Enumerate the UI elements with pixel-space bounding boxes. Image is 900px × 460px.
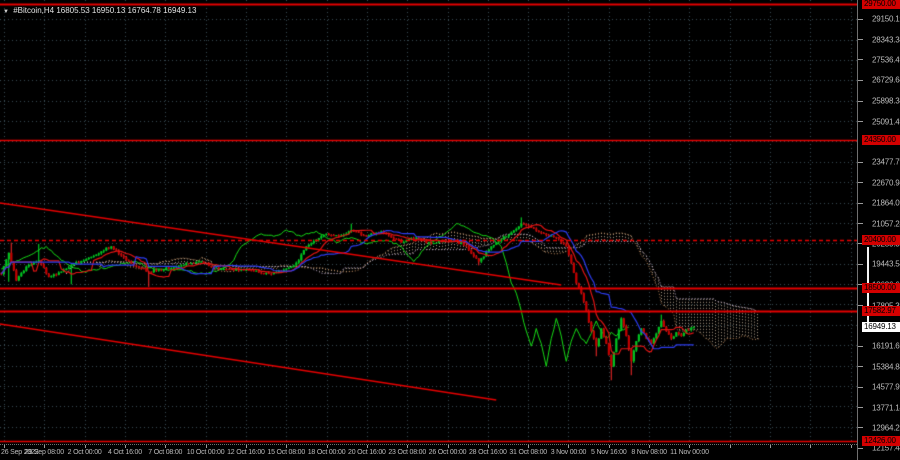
time-axis-tick — [84, 445, 86, 448]
time-axis-tick — [689, 445, 691, 448]
time-axis-tick — [4, 445, 5, 448]
time-axis-label: 15 Oct 08:00 — [267, 449, 306, 456]
price-axis-tick — [858, 366, 863, 368]
time-axis-label: 20 Oct 16:00 — [348, 449, 386, 456]
time-axis-tick — [850, 445, 852, 448]
price-axis-tick — [858, 79, 863, 81]
price-axis-tick — [858, 161, 863, 163]
price-axis-label: 28343.34 — [872, 35, 900, 45]
time-axis-tick — [286, 445, 288, 448]
time-axis-label: 4 Oct 16:00 — [107, 449, 142, 456]
price-axis-tick — [858, 407, 863, 408]
time-axis-tick — [810, 445, 812, 448]
chart-title: ▼ #Bitcoin,H4 16805.53 16950.13 16764.78… — [3, 6, 196, 15]
price-axis-tick — [858, 121, 863, 123]
time-axis-tick — [326, 445, 328, 448]
time-axis-tick — [568, 445, 570, 448]
price-axis-label: 27536.49 — [872, 55, 900, 65]
time-axis-label: 5 Nov 16:00 — [591, 449, 627, 456]
price-axis-tick — [858, 39, 863, 41]
time-axis-tick — [165, 445, 167, 448]
price-axis-tick — [858, 182, 863, 184]
price-axis-label: 22670.94 — [872, 178, 900, 188]
time-axis-label: 12 Oct 16:00 — [227, 449, 265, 456]
time-axis-tick — [487, 445, 489, 448]
time-axis-label: 31 Oct 08:00 — [509, 449, 547, 456]
price-axis-label: 19443.54 — [872, 259, 900, 269]
chart-title-text: #Bitcoin,H4 16805.53 16950.13 16764.78 1… — [13, 6, 197, 15]
price-chart-canvas[interactable] — [0, 0, 857, 444]
price-axis-tick — [858, 284, 863, 286]
price-axis-tick — [858, 263, 863, 265]
symbol-marker-icon: ▼ — [3, 9, 9, 15]
time-axis-label: 11 Nov 00:00 — [670, 449, 709, 456]
time-axis-label: 18 Oct 00:00 — [307, 449, 346, 456]
price-axis-label: 23477.79 — [872, 157, 900, 167]
time-axis-label: 23 Oct 08:00 — [388, 449, 427, 456]
time-axis-tick — [44, 445, 46, 448]
time-axis-tick — [124, 445, 126, 448]
price-axis-label: 21057.24 — [872, 219, 900, 228]
price-axis-tick — [858, 202, 863, 204]
price-axis[interactable]: 29150.19 28343.34 27536.49 26729.64 25898.34… — [857, 0, 900, 460]
price-level-badge: 24350.00 — [862, 135, 900, 146]
price-axis-tick — [858, 447, 863, 449]
price-axis-label: 29150.19 — [872, 14, 900, 24]
price-axis-tick — [858, 427, 863, 429]
time-axis-label: 10 Oct 00:00 — [186, 449, 225, 456]
time-axis-label: 29 Sep 08:00 — [24, 449, 64, 456]
price-level-badge: 18500.00 — [862, 283, 900, 294]
time-axis-label: 8 Nov 08:00 — [631, 449, 667, 456]
price-axis-label: 17805.39 — [872, 301, 900, 310]
time-axis-label: 2 Oct 00:00 — [67, 449, 102, 456]
price-axis-label: 25091.49 — [872, 117, 900, 127]
time-axis-tick — [528, 445, 530, 448]
price-level-badge: 17582.97 — [862, 306, 900, 317]
price-axis-label: 16191.69 — [872, 341, 900, 351]
price-axis-tick — [858, 386, 863, 388]
price-axis-tick — [858, 100, 863, 102]
time-axis-tick — [407, 445, 409, 448]
price-level-badge: 29750.00 — [862, 0, 900, 9]
price-axis-tick — [858, 18, 863, 20]
time-axis[interactable]: 26 Sep 2022 29 Sep 08:00 2 Oct 00:00 4 Oct … — [0, 444, 857, 460]
price-axis-label: 13771.14 — [872, 403, 900, 412]
time-axis-label: 28 Oct 16:00 — [468, 449, 507, 456]
price-axis-label: 15384.84 — [872, 362, 900, 372]
price-axis-label: 25898.34 — [872, 96, 900, 106]
price-axis-tick — [858, 345, 863, 347]
price-axis-label: 12964.29 — [872, 423, 900, 433]
time-axis-label: 26 Oct 00:00 — [428, 449, 467, 456]
time-axis-label: 3 Nov 00:00 — [550, 449, 587, 456]
price-axis-label: 12157.44 — [872, 443, 900, 453]
price-axis-tick — [858, 223, 863, 224]
time-axis-tick — [366, 445, 368, 448]
time-axis-tick — [770, 445, 772, 448]
time-axis-label: 26 Sep 2022 — [1, 449, 39, 456]
time-axis-tick — [608, 445, 610, 448]
time-axis-tick — [245, 445, 247, 448]
time-axis-tick — [447, 445, 449, 448]
price-axis-label: 26729.64 — [872, 75, 900, 85]
price-axis-tick — [858, 305, 863, 307]
price-level-badge: 20400.00 — [862, 235, 900, 246]
price-axis-tick — [858, 243, 863, 245]
price-level-badge: 12426.00 — [862, 436, 900, 447]
time-axis-tick — [205, 445, 207, 448]
current-price-badge: 16949.13 — [862, 322, 900, 333]
time-axis-tick — [729, 445, 731, 448]
price-axis-label: 21864.09 — [872, 198, 900, 208]
price-axis-tick — [858, 59, 863, 61]
price-axis-label: 14577.99 — [872, 382, 900, 392]
time-axis-tick — [649, 445, 651, 448]
time-axis-label: 7 Oct 08:00 — [148, 449, 183, 456]
